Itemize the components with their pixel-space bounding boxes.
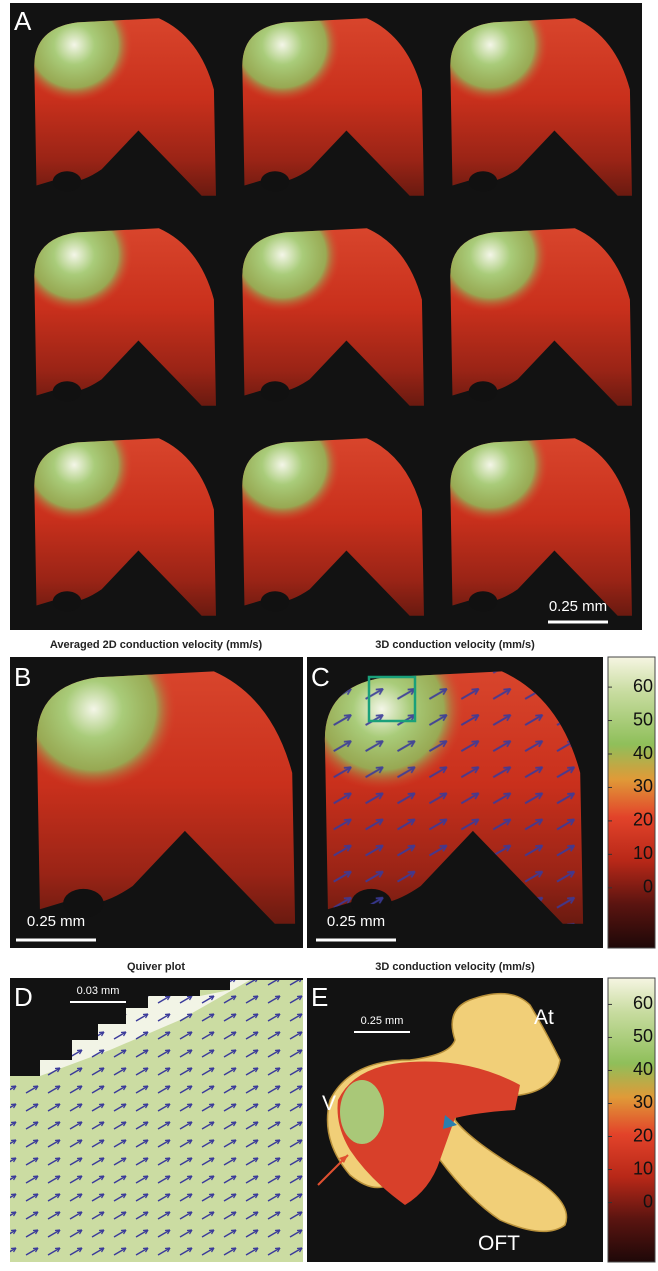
- panel-label: B: [14, 662, 31, 692]
- panel-label: A: [14, 6, 32, 36]
- colorbar-tick-label: 30: [633, 1092, 653, 1112]
- figure: A 0.25 mm Averaged 2D conduction velocit…: [0, 0, 658, 1266]
- colorbar-tick-label: 0: [643, 877, 653, 897]
- colorbar-tick-label: 60: [633, 676, 653, 696]
- colorbar-tick-label: 40: [633, 1059, 653, 1079]
- panel-title: Quiver plot: [127, 961, 185, 973]
- colorbar-tick-label: 30: [633, 776, 653, 796]
- panel-title: Averaged 2D conduction velocity (mm/s): [50, 639, 263, 651]
- colorbar-tick-label: 40: [633, 743, 653, 763]
- scale-bar-label: 0.25 mm: [27, 913, 85, 930]
- colorbar-tick-label: 20: [633, 810, 653, 830]
- map-grid: [34, 18, 632, 615]
- colorbar-tick-label: 10: [633, 843, 653, 863]
- colorbar-tick-label: 50: [633, 709, 653, 729]
- panel-label: E: [311, 982, 328, 1012]
- scale-bar-label: 0.25 mm: [361, 1015, 404, 1027]
- scale-bar-label: 0.25 mm: [549, 598, 607, 615]
- annotation: At: [534, 1006, 554, 1029]
- annotation: OFT: [478, 1232, 520, 1255]
- scale-bar-label: 0.25 mm: [327, 913, 385, 930]
- colorbar-tick-label: 20: [633, 1125, 653, 1145]
- panel-title: 3D conduction velocity (mm/s): [375, 639, 535, 651]
- panel-label: C: [311, 662, 330, 692]
- annotation: V: [322, 1092, 336, 1115]
- colorbar-tick-label: 50: [633, 1026, 653, 1046]
- colorbar-tick-label: 0: [643, 1191, 653, 1211]
- colorbar: [608, 657, 655, 948]
- panel-label: D: [14, 982, 33, 1012]
- colorbar: [608, 978, 655, 1262]
- panel-title: 3D conduction velocity (mm/s): [375, 961, 535, 973]
- scale-bar-label: 0.03 mm: [77, 985, 120, 997]
- colorbar-tick-label: 60: [633, 993, 653, 1013]
- colorbar-tick-label: 10: [633, 1158, 653, 1178]
